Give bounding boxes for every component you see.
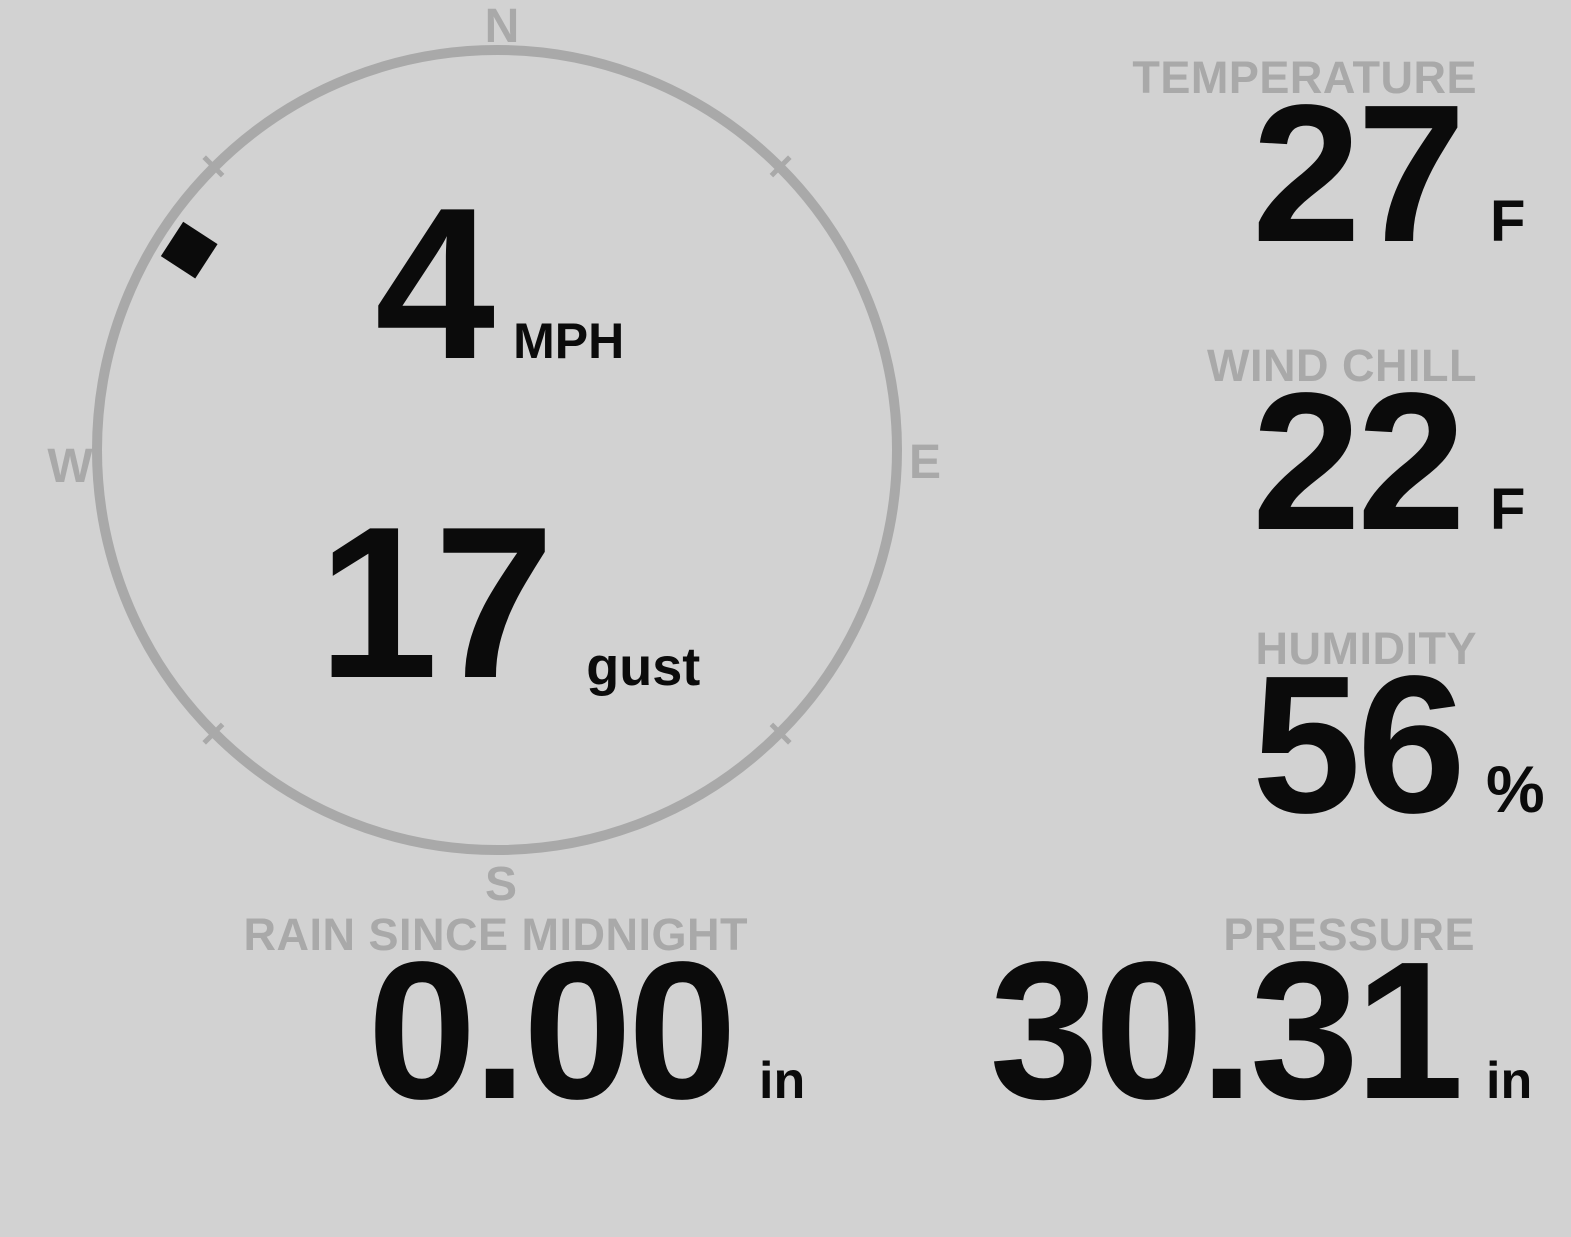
- humidity-stat: HUMIDITY 56 %: [1252, 626, 1547, 843]
- wind-chill-stat: WIND CHILL 22 F: [1207, 343, 1547, 560]
- rain-since-midnight-stat: RAIN SINCE MIDNIGHT 0.00 in: [244, 912, 819, 1129]
- pressure-value: 30.31: [989, 921, 1464, 1140]
- wind-chill-label: WIND CHILL: [1207, 340, 1477, 391]
- wind-chill-value: 22: [1251, 352, 1466, 571]
- temperature-stat: TEMPERATURE 27 F: [1132, 55, 1547, 272]
- wind-gust-value: 17: [318, 481, 554, 723]
- pressure-stat: PRESSURE 30.31 in: [990, 912, 1545, 1129]
- cardinal-label-north: N: [485, 0, 520, 53]
- wind-speed-value: 4: [375, 162, 495, 404]
- wind-chill-value-row: 22 F: [1207, 364, 1547, 560]
- pressure-unit: in: [1486, 1052, 1533, 1110]
- tick-sw: [202, 722, 225, 745]
- compass-ring: [92, 45, 902, 855]
- tick-se: [769, 722, 792, 745]
- temperature-label: TEMPERATURE: [1132, 52, 1477, 103]
- rain-since-midnight-value-row: 0.00 in: [244, 933, 819, 1129]
- humidity-value: 56: [1251, 635, 1466, 854]
- rain-since-midnight-value: 0.00: [367, 921, 737, 1140]
- compass-intercardinal-ticks: [202, 155, 792, 745]
- wind-speed-unit: MPH: [513, 313, 625, 369]
- wind-compass: N E S W: [47, 0, 941, 911]
- tick-nw: [202, 155, 225, 178]
- wind-gust: 17 gust: [318, 494, 700, 710]
- rain-since-midnight-label: RAIN SINCE MIDNIGHT: [243, 909, 748, 960]
- humidity-unit: %: [1486, 752, 1545, 826]
- humidity-label: HUMIDITY: [1255, 623, 1477, 674]
- humidity-value-row: 56 %: [1252, 647, 1547, 843]
- cardinal-label-west: W: [47, 440, 93, 493]
- cardinal-label-south: S: [485, 858, 517, 911]
- wind-chill-unit: F: [1490, 477, 1526, 542]
- rain-since-midnight-unit: in: [759, 1052, 806, 1110]
- tick-ne: [769, 155, 792, 178]
- wind-gust-label: gust: [586, 637, 701, 697]
- cardinal-label-east: E: [909, 436, 941, 489]
- temperature-unit: F: [1490, 189, 1526, 254]
- pressure-label: PRESSURE: [1223, 909, 1475, 960]
- temperature-value-row: 27 F: [1132, 76, 1547, 272]
- wind-speed: 4 MPH: [375, 175, 624, 391]
- temperature-value: 27: [1251, 64, 1466, 283]
- wind-direction-marker: [160, 221, 218, 279]
- pressure-value-row: 30.31 in: [990, 933, 1545, 1129]
